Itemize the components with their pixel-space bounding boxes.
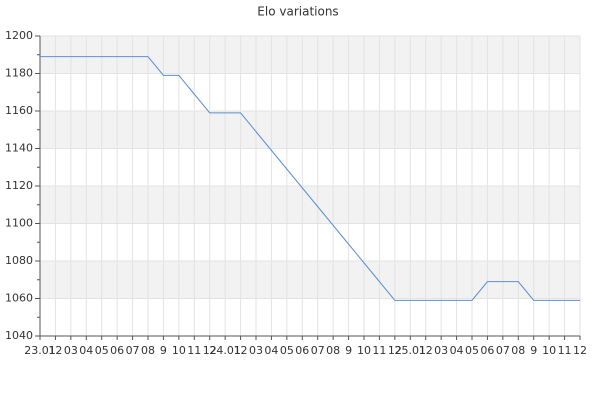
x-tick-label: 12 bbox=[48, 344, 62, 357]
x-tick-label: 08 bbox=[141, 344, 155, 357]
x-tick-label: 04 bbox=[450, 344, 464, 357]
x-tick-label: 12 bbox=[419, 344, 433, 357]
x-tick-label: 9 bbox=[530, 344, 537, 357]
y-tick-label: 1140 bbox=[5, 142, 33, 155]
x-tick-label: 04 bbox=[264, 344, 278, 357]
line bbox=[40, 56, 580, 301]
x-tick-label: 25.01 bbox=[395, 344, 427, 357]
x-tick-label: 12 bbox=[388, 344, 402, 357]
x-tick-label: 05 bbox=[95, 344, 109, 357]
x-tick-label: 07 bbox=[496, 344, 510, 357]
x-tick-label: 23.01 bbox=[24, 344, 56, 357]
y-tick-label: 1200 bbox=[5, 29, 33, 42]
x-tick-label: 10 bbox=[357, 344, 371, 357]
y-tick-label: 1180 bbox=[5, 67, 33, 80]
x-tick-label: 12 bbox=[203, 344, 217, 357]
y-tick-label: 1080 bbox=[5, 254, 33, 267]
x-tick-label: 12 bbox=[573, 344, 587, 357]
x-tick-label: 11 bbox=[558, 344, 572, 357]
y-tick-label: 1160 bbox=[5, 104, 33, 117]
x-tick-label: 10 bbox=[172, 344, 186, 357]
y-tick-label: 1100 bbox=[5, 217, 33, 230]
x-tick-label: 05 bbox=[465, 344, 479, 357]
x-tick-label: 03 bbox=[64, 344, 78, 357]
y-tick-label: 1120 bbox=[5, 179, 33, 192]
x-tick-label: 11 bbox=[372, 344, 386, 357]
x-tick-label: 06 bbox=[110, 344, 124, 357]
grid-band bbox=[40, 111, 580, 149]
y-tick-label: 1040 bbox=[5, 329, 33, 342]
grid-band bbox=[40, 36, 580, 74]
x-tick-label: 03 bbox=[249, 344, 263, 357]
x-tick-label: 06 bbox=[480, 344, 494, 357]
x-tick-label: 12 bbox=[234, 344, 248, 357]
grid-band bbox=[40, 186, 580, 224]
x-tick-label: 11 bbox=[187, 344, 201, 357]
x-tick-label: 9 bbox=[345, 344, 352, 357]
grid-band bbox=[40, 261, 580, 299]
x-tick-label: 9 bbox=[160, 344, 167, 357]
chart-title: Elo variations bbox=[257, 5, 338, 19]
x-tick-label: 08 bbox=[511, 344, 525, 357]
x-tick-label: 06 bbox=[295, 344, 309, 357]
y-tick-label: 1060 bbox=[5, 292, 33, 305]
x-tick-label: 04 bbox=[79, 344, 93, 357]
x-tick-label: 24.01 bbox=[209, 344, 241, 357]
x-tick-label: 03 bbox=[434, 344, 448, 357]
x-tick-label: 07 bbox=[311, 344, 325, 357]
x-tick-label: 08 bbox=[326, 344, 340, 357]
x-tick-label: 10 bbox=[542, 344, 556, 357]
x-tick-label: 05 bbox=[280, 344, 294, 357]
x-tick-label: 07 bbox=[126, 344, 140, 357]
